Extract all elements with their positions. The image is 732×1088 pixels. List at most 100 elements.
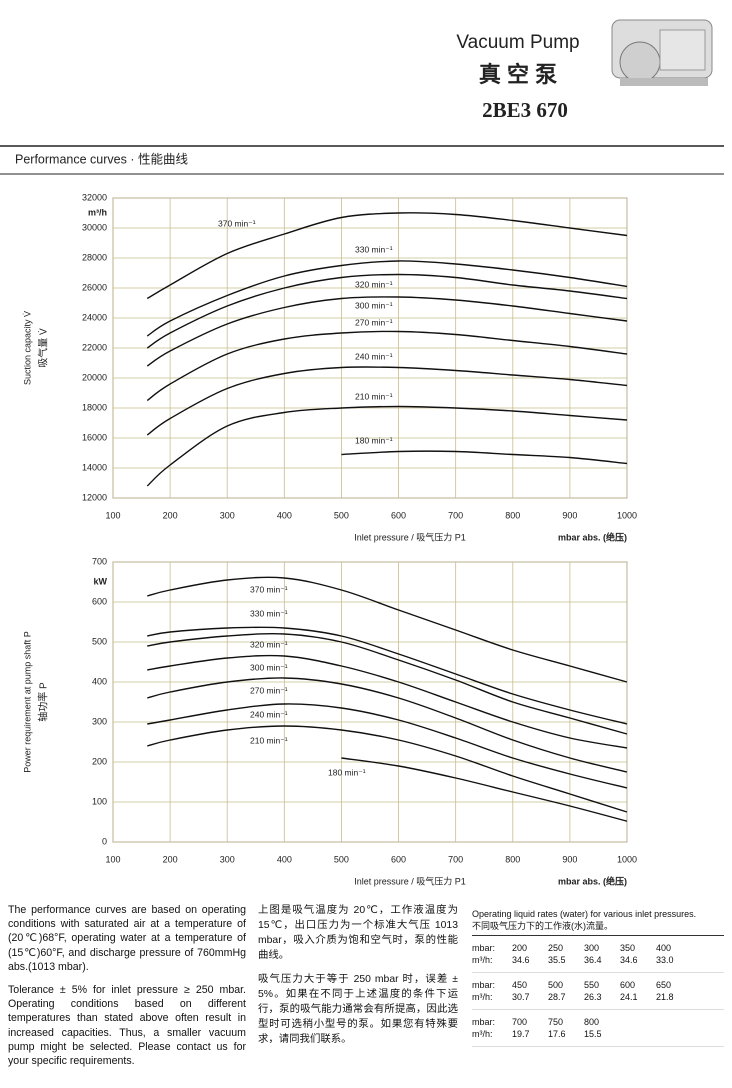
notes-cn: 上图是吸气温度为 20℃，工作液温度为 15℃，出口压力为一个标准大气压 101…: [258, 903, 458, 1056]
x-tick-label: 400: [277, 510, 292, 520]
x-tick-label: 100: [105, 854, 120, 864]
curve-label: 270 min⁻¹: [355, 317, 393, 327]
x-tick-label: 1000: [617, 510, 637, 520]
curve-label: 300 min⁻¹: [355, 300, 393, 310]
curve: [146, 260, 628, 337]
title-cn: 真 空 泵: [479, 62, 557, 87]
plot-area: [112, 561, 628, 843]
table-cell: 650: [656, 980, 672, 990]
table-group: mbar: 700 750 800 m³/h: 19.7 17.6 15.5: [472, 1010, 724, 1047]
table-cell: 250: [548, 943, 564, 953]
table-cell: 33.0: [656, 955, 674, 965]
curve-label: 330 min⁻¹: [355, 244, 393, 254]
x-tick-label: 200: [163, 510, 178, 520]
curve: [341, 757, 628, 822]
curve-label: 370 min⁻¹: [250, 584, 288, 594]
y-tick-label: 24000: [82, 312, 107, 322]
table: Operating liquid rates (water) for vario…: [472, 908, 724, 1047]
table-cell: 19.7: [512, 1029, 530, 1039]
table-cell: 34.6: [620, 955, 638, 965]
x-tick-label: 600: [391, 854, 406, 864]
section-title: Performance curves · 性能曲线: [15, 152, 188, 166]
curve: [146, 366, 628, 436]
table-cell: 26.3: [584, 992, 602, 1002]
caption: Operating liquid rates (water) for vario…: [472, 909, 697, 919]
curve: [147, 654, 628, 749]
table-cell: m³/h:: [472, 1029, 493, 1039]
table-row: mbar: 200 250 300 350 400: [472, 942, 724, 954]
y-tick-label: 12000: [82, 492, 107, 502]
x-tick-label: 900: [562, 854, 577, 864]
table-cell: mbar:: [472, 1017, 496, 1027]
curve-label: 370 min⁻¹: [218, 218, 256, 228]
table-caption: Operating liquid rates (water) for vario…: [472, 908, 724, 936]
y-tick-label: 600: [92, 596, 107, 606]
table-row: m³/h: 30.7 28.7 26.3 24.1 21.8: [472, 991, 724, 1003]
table-group: mbar: 450 500 550 600 650 m³/h: 30.7 28.7 26.3 24.…: [472, 973, 724, 1010]
curve-label: 320 min⁻¹: [250, 639, 288, 649]
table-cell: 500: [548, 980, 564, 990]
x-tick-label: 300: [220, 510, 235, 520]
y-tick-label: 300: [92, 716, 107, 726]
y-unit: m³/h: [88, 207, 107, 217]
y-tick-label: 500: [92, 636, 107, 646]
x-tick-label: 700: [448, 510, 463, 520]
curve-label: 180 min⁻¹: [328, 767, 366, 777]
paragraph: Tolerance ± 5% for inlet pressure ≥ 250 …: [8, 984, 246, 1068]
curve: [147, 633, 628, 735]
table-row: m³/h: 34.6 35.5 36.4 34.6 33.0: [472, 954, 724, 966]
table-cell: m³/h:: [472, 992, 493, 1002]
table-cell: 550: [584, 980, 600, 990]
curve-label: 330 min⁻¹: [250, 608, 288, 618]
title: Vacuum Pump: [456, 32, 579, 53]
table-cell: 21.8: [656, 992, 674, 1002]
x-unit: mbar abs. (绝压): [558, 531, 627, 542]
curve-label: 270 min⁻¹: [250, 685, 288, 695]
table-cell: 600: [620, 980, 636, 990]
curve: [147, 703, 628, 789]
x-tick-label: 500: [334, 510, 349, 520]
x-tick-label: 900: [562, 510, 577, 520]
y-tick-label: 32000: [82, 192, 107, 202]
table-cell: 350: [620, 943, 636, 953]
curve: [146, 212, 628, 300]
table-cell: 700: [512, 1017, 528, 1027]
curve: [146, 405, 628, 487]
table-cell: 300: [584, 943, 600, 953]
x-tick-label: 700: [448, 854, 463, 864]
curve: [147, 626, 628, 725]
curve-label: 320 min⁻¹: [355, 279, 393, 289]
y-tick-label: 400: [92, 676, 107, 686]
x-tick-label: 200: [163, 854, 178, 864]
y-tick-label: 200: [92, 756, 107, 766]
model: 2BE3 670: [482, 98, 568, 122]
y-tick-label: 0: [102, 836, 107, 846]
y-tick-label: 16000: [82, 432, 107, 442]
table-cell: 17.6: [548, 1029, 566, 1039]
table-cell: 36.4: [584, 955, 602, 965]
curve: [341, 450, 628, 465]
x-tick-label: 800: [505, 510, 520, 520]
y-tick-label: 22000: [82, 342, 107, 352]
table-cell: 450: [512, 980, 528, 990]
curve-label: 210 min⁻¹: [250, 735, 288, 745]
paragraph: 上图是吸气温度为 20℃，工作液温度为 15℃，出口压力为一个标准大气压 101…: [258, 905, 458, 961]
table-cell: 15.5: [584, 1029, 602, 1039]
table-cell: 35.5: [548, 955, 566, 965]
paragraph: 吸气压力大于等于 250 mbar 时，误差 ± 5%。如果在不同于上述温度的条…: [258, 974, 458, 1045]
y-tick-label: 28000: [82, 252, 107, 262]
x-label: Inlet pressure / 吸气压力 P1: [354, 875, 466, 886]
curve: [146, 273, 628, 349]
table-row: mbar: 700 750 800: [472, 1016, 724, 1028]
curve-label: 240 min⁻¹: [250, 709, 288, 719]
y-tick-label: 100: [92, 796, 107, 806]
x-tick-label: 800: [505, 854, 520, 864]
curve-label: 300 min⁻¹: [250, 662, 288, 672]
paragraph: The performance curves are based on oper…: [8, 904, 246, 973]
table-cell: 30.7: [512, 992, 530, 1002]
notes-en: The performance curves are based on oper…: [8, 903, 246, 1077]
x-tick-label: 600: [391, 510, 406, 520]
x-tick-label: 300: [220, 854, 235, 864]
